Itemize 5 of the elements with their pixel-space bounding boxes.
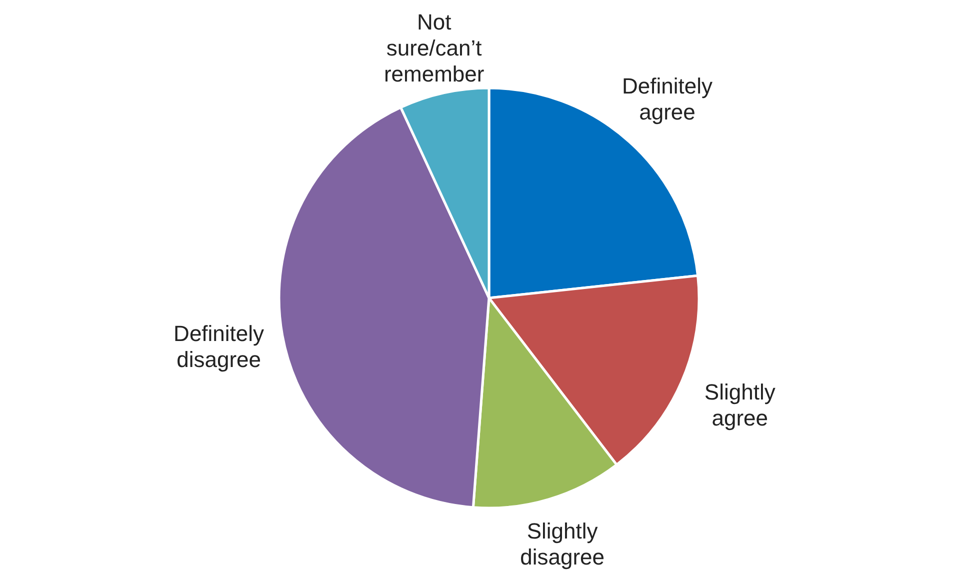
slice-label: Definitely disagree (174, 320, 264, 372)
slice-label: Slightly agree (704, 380, 776, 431)
slice-label: Not sure/can’t remember (384, 10, 484, 87)
slice-label: Definitely agree (622, 74, 712, 125)
slice-label: Slightly disagree (520, 518, 604, 570)
